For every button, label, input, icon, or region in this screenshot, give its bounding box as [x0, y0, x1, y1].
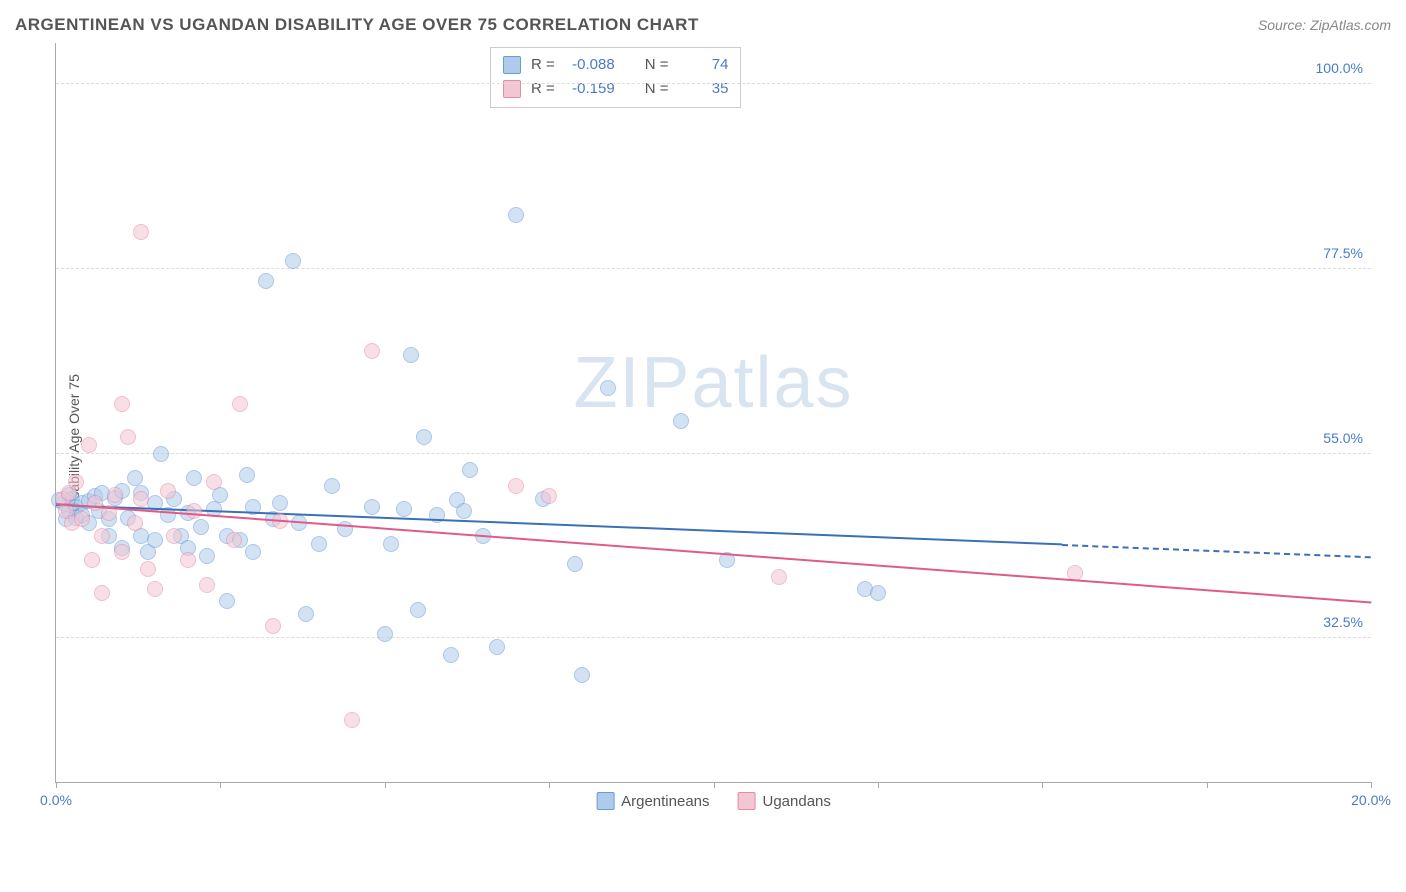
data-point	[245, 544, 261, 560]
y-tick-label: 77.5%	[1323, 245, 1363, 261]
data-point	[199, 548, 215, 564]
data-point	[114, 544, 130, 560]
series-legend: Argentineans Ugandans	[596, 792, 831, 810]
r-value: -0.159	[565, 77, 615, 101]
data-point	[508, 478, 524, 494]
data-point	[140, 561, 156, 577]
data-point	[771, 569, 787, 585]
watermark: ZIPatlas	[573, 342, 853, 424]
correlation-box: R = -0.088 N = 74 R = -0.159 N = 35	[490, 47, 742, 108]
legend-item: Ugandans	[738, 792, 831, 810]
x-tick	[385, 782, 386, 788]
x-tick	[1042, 782, 1043, 788]
y-tick-label: 32.5%	[1323, 614, 1363, 630]
x-tick	[220, 782, 221, 788]
data-point	[133, 491, 149, 507]
data-point	[541, 488, 557, 504]
data-point	[147, 532, 163, 548]
data-point	[462, 462, 478, 478]
x-tick	[549, 782, 550, 788]
data-point	[186, 503, 202, 519]
data-point	[285, 253, 301, 269]
data-point	[456, 503, 472, 519]
y-tick-label: 55.0%	[1323, 430, 1363, 446]
data-point	[396, 501, 412, 517]
data-point	[489, 639, 505, 655]
correlation-row: R = -0.088 N = 74	[503, 53, 729, 77]
n-value: 74	[678, 53, 728, 77]
data-point	[133, 224, 149, 240]
data-point	[364, 343, 380, 359]
data-point	[272, 495, 288, 511]
x-axis-label: 0.0%	[40, 792, 72, 808]
legend-swatch-icon	[738, 792, 756, 810]
data-point	[84, 552, 100, 568]
data-point	[870, 585, 886, 601]
data-point	[94, 585, 110, 601]
data-point	[219, 593, 235, 609]
correlation-swatch-icon	[503, 56, 521, 74]
x-tick	[56, 782, 57, 788]
data-point	[574, 667, 590, 683]
data-point	[74, 511, 90, 527]
data-point	[265, 618, 281, 634]
source-attribution: Source: ZipAtlas.com	[1258, 17, 1391, 33]
data-point	[377, 626, 393, 642]
data-point	[147, 581, 163, 597]
data-point	[199, 577, 215, 593]
data-point	[94, 528, 110, 544]
data-point	[232, 396, 248, 412]
gridline	[56, 637, 1371, 638]
data-point	[344, 712, 360, 728]
gridline	[56, 453, 1371, 454]
data-point	[180, 552, 196, 568]
data-point	[508, 207, 524, 223]
r-value: -0.088	[565, 53, 615, 77]
data-point	[68, 474, 84, 490]
data-point	[239, 467, 255, 483]
data-point	[127, 515, 143, 531]
data-point	[600, 380, 616, 396]
x-tick	[714, 782, 715, 788]
x-tick	[1371, 782, 1372, 788]
data-point	[186, 470, 202, 486]
data-point	[403, 347, 419, 363]
data-point	[226, 532, 242, 548]
gridline	[56, 83, 1371, 84]
data-point	[160, 483, 176, 499]
data-point	[673, 413, 689, 429]
data-point	[258, 273, 274, 289]
chart-title: ARGENTINEAN VS UGANDAN DISABILITY AGE OV…	[15, 15, 699, 35]
data-point	[206, 474, 222, 490]
data-point	[120, 429, 136, 445]
gridline	[56, 268, 1371, 269]
data-point	[364, 499, 380, 515]
data-point	[311, 536, 327, 552]
data-point	[81, 437, 97, 453]
legend-swatch-icon	[596, 792, 614, 810]
data-point	[416, 429, 432, 445]
data-point	[567, 556, 583, 572]
plot-area: ZIPatlas R = -0.088 N = 74 R = -0.159 N …	[55, 43, 1371, 783]
data-point	[443, 647, 459, 663]
data-point	[166, 528, 182, 544]
correlation-row: R = -0.159 N = 35	[503, 77, 729, 101]
data-point	[107, 487, 123, 503]
trend-line-extrapolated	[1062, 544, 1371, 558]
x-tick	[1207, 782, 1208, 788]
data-point	[153, 446, 169, 462]
n-value: 35	[678, 77, 728, 101]
chart-container: Disability Age Over 75 ZIPatlas R = -0.0…	[15, 43, 1391, 843]
data-point	[324, 478, 340, 494]
x-axis-label: 20.0%	[1351, 792, 1391, 808]
x-tick	[878, 782, 879, 788]
data-point	[383, 536, 399, 552]
y-tick-label: 100.0%	[1316, 60, 1363, 76]
legend-item: Argentineans	[596, 792, 709, 810]
data-point	[127, 470, 143, 486]
data-point	[193, 519, 209, 535]
data-point	[114, 396, 130, 412]
data-point	[298, 606, 314, 622]
data-point	[410, 602, 426, 618]
